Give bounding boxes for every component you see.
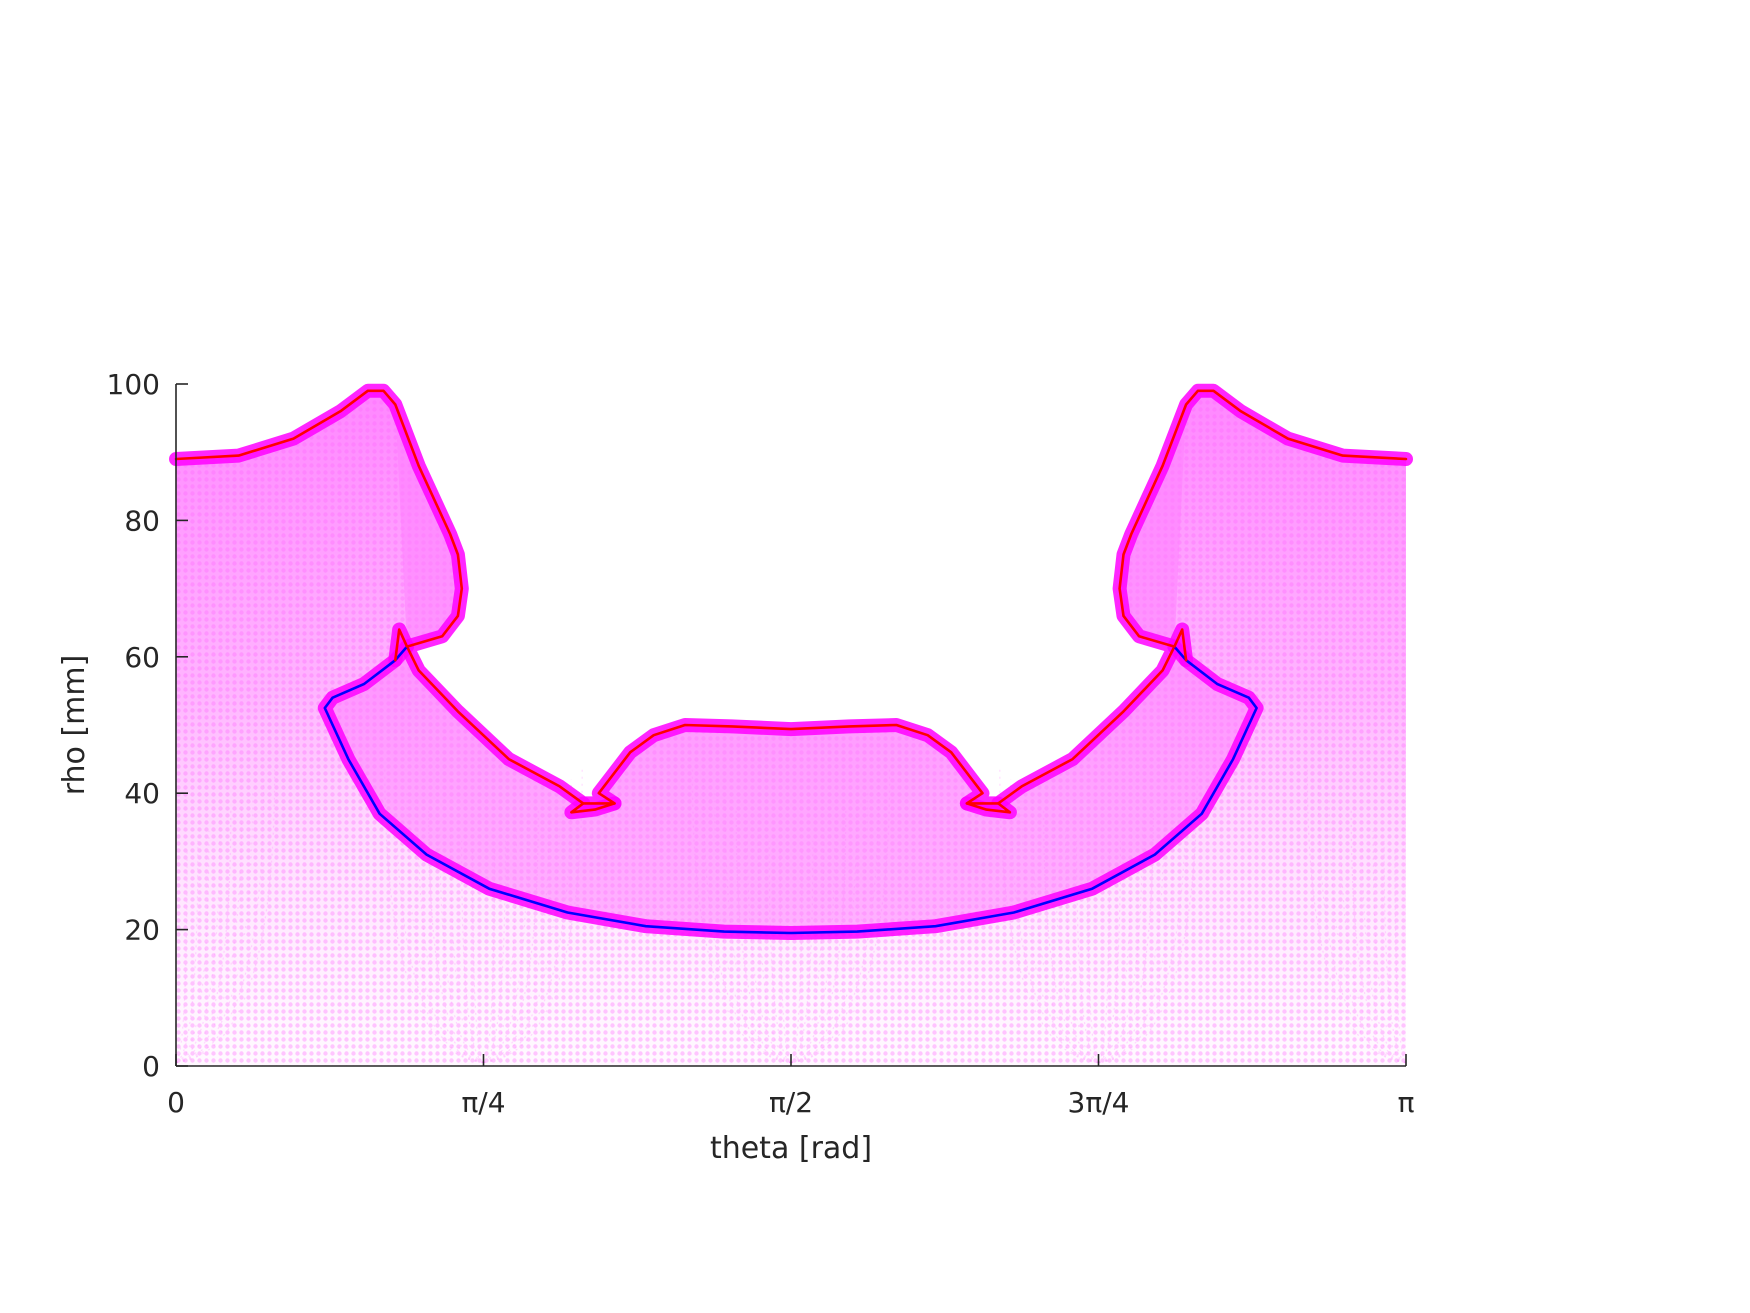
y-tick-label-2: 40 — [124, 777, 160, 810]
field-ray-0-2-1 — [176, 840, 199, 1064]
field-ray-4-5-0 — [1350, 810, 1406, 1064]
field-ray-1-7-0 — [406, 789, 484, 1064]
y-tick-label-3: 60 — [124, 641, 160, 674]
y-tick-label-5: 100 — [107, 368, 160, 401]
field-ray-1-2-0 — [461, 840, 484, 1064]
x-tick-label-2: π/2 — [769, 1086, 813, 1119]
field-ray-2-7-1 — [790, 789, 869, 1064]
x-tick-label-4: π — [1398, 1086, 1415, 1119]
field-ray-4-8-0 — [1317, 779, 1406, 1064]
field-ray-1-8-0 — [395, 779, 484, 1064]
field-ray-0-5-1 — [176, 810, 232, 1064]
field-ray-3-8-0 — [1010, 779, 1099, 1064]
x-tick-label-1: π/4 — [461, 1086, 505, 1119]
x-tick-label-3: 3π/4 — [1068, 1086, 1130, 1119]
notch-left-line — [394, 628, 409, 662]
y-axis-label: rho [mm] — [57, 655, 92, 796]
x-tick-label-0: 0 — [167, 1086, 185, 1119]
field-ray-0-7-1 — [176, 789, 254, 1064]
field-ray-3-7-1 — [1098, 789, 1176, 1064]
y-tick-label-1: 20 — [124, 914, 160, 947]
field-dots — [176, 390, 1406, 1066]
field-ray-3-2-1 — [1098, 840, 1121, 1064]
field-ray-2-7-0 — [713, 789, 792, 1064]
field-ray-0-8-1 — [176, 779, 265, 1064]
y-tick-label-4: 80 — [124, 504, 160, 537]
y-tick-label-0: 0 — [142, 1050, 160, 1083]
lip-left-line — [570, 802, 616, 814]
field-ray-2-8-1 — [790, 779, 880, 1064]
field-ray-3-8-1 — [1098, 779, 1187, 1064]
field-ray-4-2-0 — [1383, 840, 1406, 1064]
field-ray-4-7-0 — [1328, 789, 1406, 1064]
field-ray-2-8-0 — [702, 779, 792, 1064]
field-ray-3-5-1 — [1098, 810, 1154, 1064]
x-axis-label: theta [rad] — [710, 1131, 872, 1166]
red-outline-line — [174, 389, 1408, 805]
lip-right-line — [965, 802, 1012, 814]
notch-right-line — [1173, 628, 1188, 662]
blue-outline-line — [323, 645, 1258, 935]
field-ray-3-7-0 — [1021, 789, 1099, 1064]
field-ray-1-8-1 — [483, 779, 572, 1064]
field-ray-1-5-0 — [428, 810, 484, 1064]
field-ray-1-7-1 — [483, 789, 561, 1064]
inner-region — [324, 404, 1257, 933]
